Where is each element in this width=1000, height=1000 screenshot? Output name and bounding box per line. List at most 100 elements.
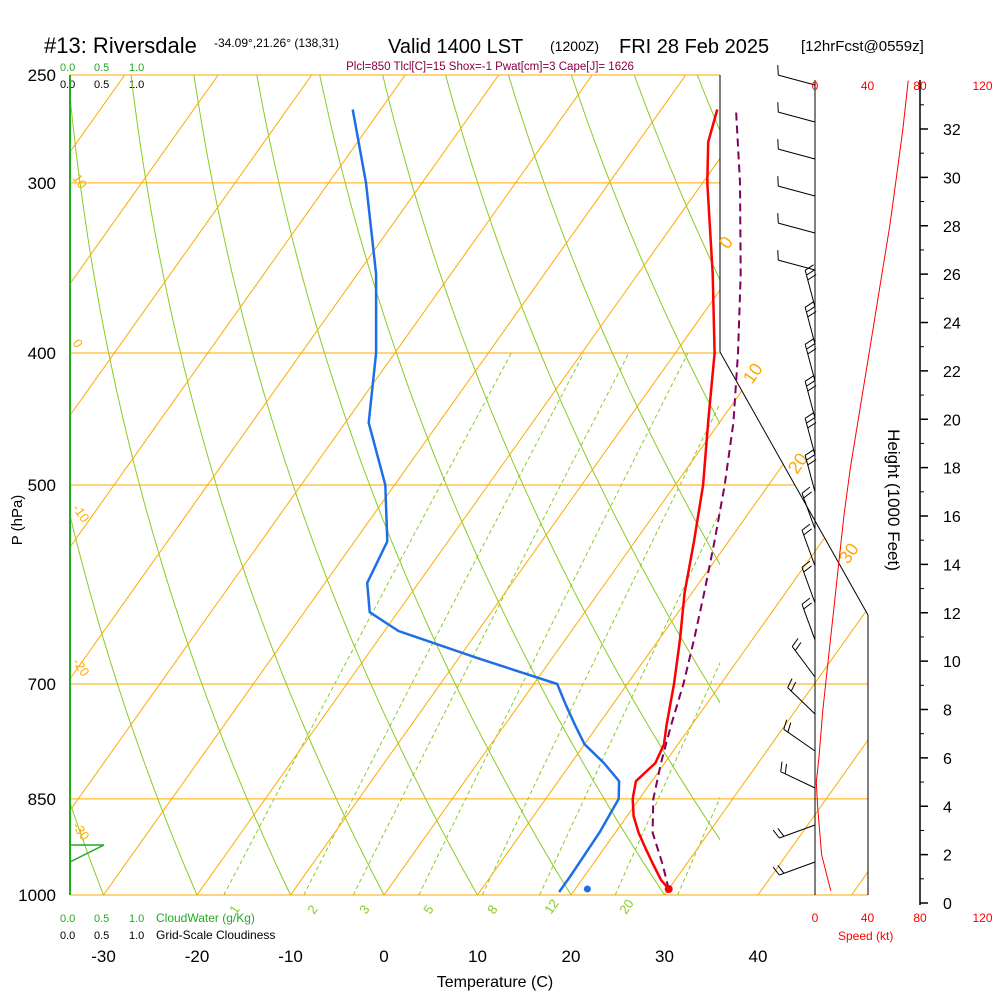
wind-barb bbox=[804, 270, 816, 308]
height-label-8: 8 bbox=[943, 703, 952, 720]
wind-barb-flag bbox=[804, 449, 814, 456]
height-label-4: 4 bbox=[943, 799, 952, 816]
isotherm-line bbox=[70, 75, 219, 895]
wind-barb-flag bbox=[794, 642, 802, 651]
wind-barb-flag bbox=[804, 412, 814, 419]
wind-barb-flag bbox=[806, 417, 816, 424]
speed-tick-bottom-120: 120 bbox=[972, 911, 992, 925]
isotherm-label-left-4: -30 bbox=[70, 819, 93, 843]
cloud-scale-top-black-1: 0.5 bbox=[94, 79, 109, 91]
wind-barb bbox=[791, 646, 816, 678]
cloud-scale-bottom-black-2: 1.0 bbox=[129, 930, 144, 942]
isotherm-line bbox=[0, 75, 31, 895]
wind-barb-flag bbox=[777, 176, 779, 187]
wind-speed-profile bbox=[815, 80, 909, 892]
height-label-20: 20 bbox=[943, 412, 961, 429]
wind-barb-flag bbox=[804, 264, 814, 271]
pressure-label-250: 250 bbox=[28, 66, 56, 85]
height-label-22: 22 bbox=[943, 364, 961, 381]
height-label-0: 0 bbox=[943, 896, 952, 913]
pressure-label-700: 700 bbox=[28, 675, 56, 694]
cloud-scale-bottom-black-1: 0.5 bbox=[94, 930, 109, 942]
height-label-32: 32 bbox=[943, 122, 961, 139]
wind-barb bbox=[801, 530, 816, 567]
x-tick--30: -30 bbox=[91, 947, 116, 966]
height-label-12: 12 bbox=[943, 606, 961, 623]
mixing-ratio-label-3: 3 bbox=[356, 902, 372, 917]
wind-barb-flag bbox=[803, 491, 812, 499]
station-coords: -34.09°,21.26° (138,31) bbox=[214, 36, 339, 50]
height-label-24: 24 bbox=[943, 316, 961, 333]
cloud-scale-top: 0.0 0.5 1.0 0.0 0.5 1.0 bbox=[60, 62, 144, 91]
wind-barb-flag bbox=[777, 102, 779, 113]
wind-barb bbox=[778, 222, 816, 234]
wind-barb-flag bbox=[780, 761, 783, 772]
wind-barb-flag bbox=[777, 250, 779, 261]
wind-barb-flag bbox=[783, 719, 788, 730]
dry-adiabat-line bbox=[570, 75, 720, 425]
isotherm-label-left-2: -10 bbox=[70, 501, 93, 525]
wind-barb-flag bbox=[801, 560, 811, 568]
wind-barb bbox=[778, 74, 816, 86]
wind-barb-flag bbox=[777, 139, 779, 150]
height-label-6: 6 bbox=[943, 751, 952, 768]
speed-tick-bottom-0: 0 bbox=[812, 911, 819, 925]
mixing-ratio-line bbox=[352, 352, 630, 895]
wind-barb bbox=[801, 493, 816, 530]
wind-barb bbox=[778, 148, 816, 160]
mixing-ratio-line bbox=[677, 796, 720, 895]
wind-barbs bbox=[772, 65, 817, 876]
pressure-label-1000: 1000 bbox=[18, 886, 56, 905]
wind-barb bbox=[804, 307, 816, 345]
wind-barb-flag bbox=[787, 722, 792, 733]
stability-indices: Plcl=850 Tlcl[C]=15 Shox=-1 Pwat[cm]=3 C… bbox=[346, 61, 634, 73]
station-title: #13: Riversdale bbox=[44, 33, 197, 58]
wind-barb bbox=[778, 185, 816, 197]
cloudiness-label: Grid-Scale Cloudiness bbox=[156, 928, 275, 942]
valid-date: FRI 28 Feb 2025 bbox=[619, 36, 769, 58]
dry-adiabat-line bbox=[382, 75, 720, 841]
dry-adiabat-line bbox=[70, 513, 198, 895]
dry-adiabat-line bbox=[130, 75, 385, 895]
isotherm-line bbox=[664, 75, 868, 895]
wind-barb-flag bbox=[777, 65, 779, 76]
dry-adiabat-line bbox=[445, 75, 720, 704]
wind-barb-flag bbox=[803, 565, 812, 573]
dry-adiabat-line bbox=[319, 75, 666, 895]
dry-adiabat-line bbox=[0, 51, 20, 924]
pressure-label-300: 300 bbox=[28, 174, 56, 193]
mixing-ratio-line bbox=[614, 661, 720, 895]
isotherm-label-left-3: -20 bbox=[70, 655, 93, 679]
x-tick-30: 30 bbox=[655, 947, 674, 966]
height-label-14: 14 bbox=[943, 557, 961, 574]
height-label-26: 26 bbox=[943, 267, 961, 284]
speed-tick-top-120: 120 bbox=[972, 79, 992, 93]
cloud-scale-bottom: 0.0 0.5 1.0 CloudWater (g/Kg) 0.0 0.5 1.… bbox=[60, 911, 275, 942]
speed-axis-label: Speed (kt) bbox=[838, 929, 893, 943]
isobars bbox=[70, 74, 868, 896]
cloud-scale-bottom-green-0: 0.0 bbox=[60, 913, 75, 925]
wind-barb-flag bbox=[772, 866, 780, 876]
wind-barb-flag bbox=[801, 486, 811, 494]
parcel-trace bbox=[651, 109, 742, 890]
cloud-scale-top-green-1: 0.5 bbox=[94, 62, 109, 74]
mixing-ratio-line bbox=[418, 352, 689, 895]
wind-barb-flag bbox=[804, 338, 814, 345]
dry-adiabat-line bbox=[70, 90, 292, 895]
wind-barb-flag bbox=[804, 301, 814, 308]
valid-time: Valid 1400 LST bbox=[388, 36, 523, 58]
wind-barb-flag bbox=[807, 348, 817, 355]
wind-barb-flag bbox=[806, 306, 816, 313]
wind-barb bbox=[787, 687, 816, 715]
wind-barb-flag bbox=[777, 213, 779, 224]
x-tick-0: 0 bbox=[379, 947, 388, 966]
speed-tick-top-80: 80 bbox=[913, 79, 927, 93]
wind-barb bbox=[804, 455, 816, 493]
speed-line bbox=[815, 80, 909, 892]
x-tick-10: 10 bbox=[468, 947, 487, 966]
wind-barb bbox=[804, 381, 816, 419]
wind-barb-flag bbox=[806, 380, 816, 387]
wind-barb-flag bbox=[803, 602, 812, 610]
